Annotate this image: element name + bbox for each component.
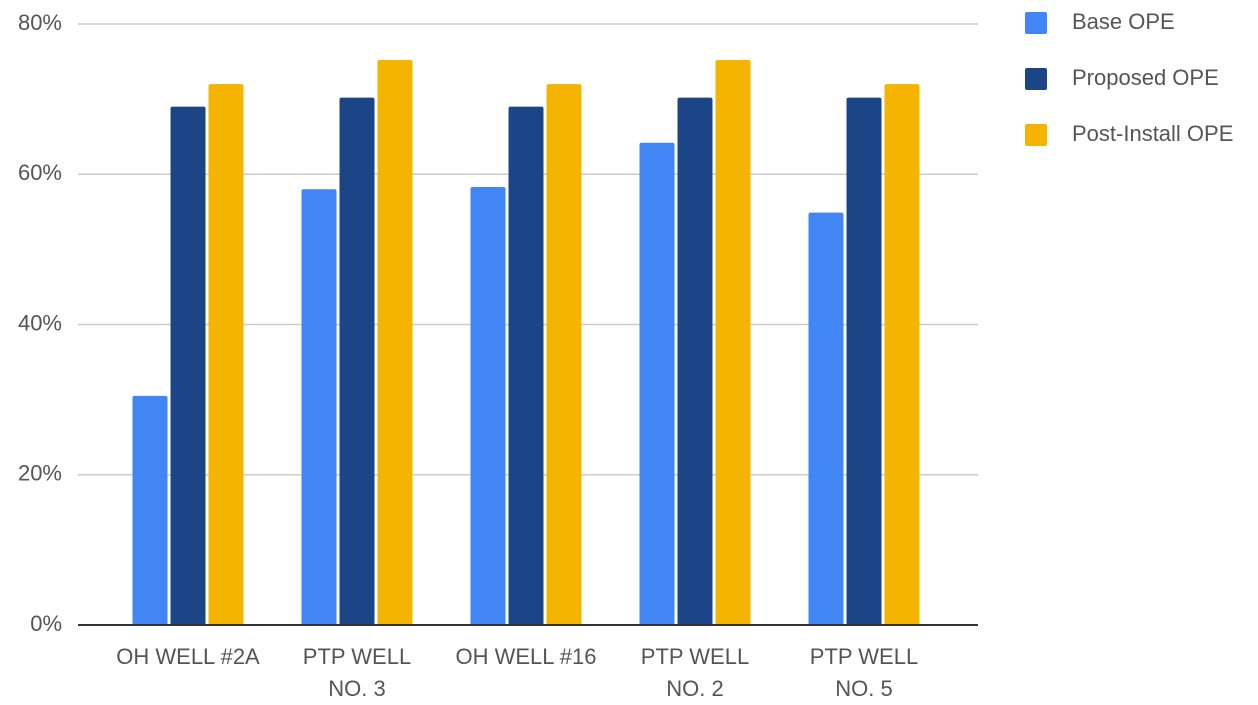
y-tick-label: 60% — [18, 160, 62, 185]
legend-label: Post-Install OPE — [1072, 121, 1233, 146]
y-tick-label: 80% — [18, 10, 62, 35]
bar — [546, 84, 582, 626]
bar — [377, 60, 413, 626]
legend-swatch — [1025, 12, 1047, 34]
x-tick-label: OH WELL #16 — [455, 644, 597, 669]
legend-swatch — [1025, 68, 1047, 90]
bar — [884, 84, 920, 626]
bar — [715, 60, 751, 626]
legend-label: Proposed OPE — [1072, 65, 1219, 90]
y-tick-label: 20% — [18, 461, 62, 486]
bar — [639, 142, 675, 625]
x-tick-label: PTP WELL NO. 5 — [809, 644, 919, 701]
bar — [132, 395, 168, 625]
bar — [808, 212, 844, 625]
bar — [508, 106, 544, 625]
bar — [470, 187, 506, 626]
x-tick-label: PTP WELL NO. 2 — [640, 644, 750, 701]
legend-swatch — [1025, 124, 1047, 146]
y-tick-label: 40% — [18, 310, 62, 335]
legend-label: Base OPE — [1072, 9, 1175, 34]
bar — [208, 84, 244, 626]
bar — [677, 97, 713, 625]
bar — [339, 97, 375, 625]
x-tick-label: PTP WELL NO. 3 — [302, 644, 412, 701]
bar — [170, 106, 206, 625]
x-tick-label: OH WELL #2A — [116, 644, 260, 669]
bar — [301, 189, 337, 625]
y-tick-label: 0% — [30, 611, 62, 636]
bar — [846, 97, 882, 625]
